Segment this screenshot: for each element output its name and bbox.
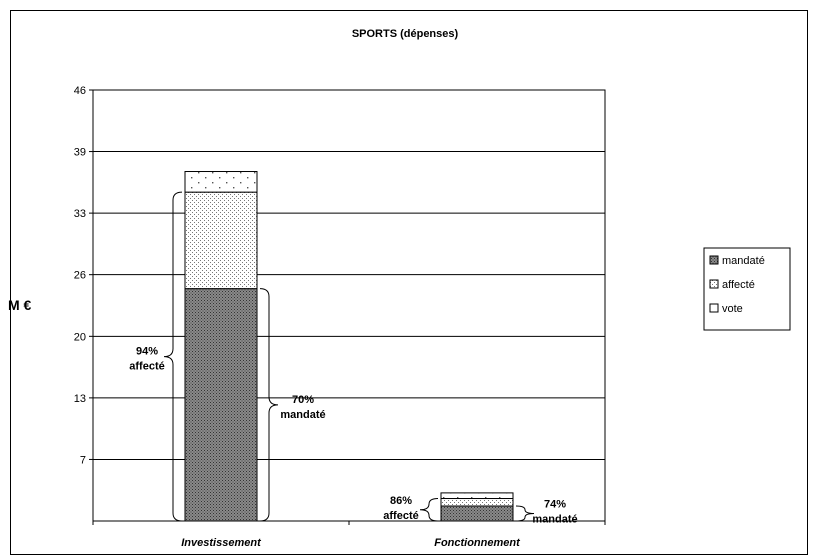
chart-frame xyxy=(10,10,808,555)
bar-segment-affecté xyxy=(440,498,514,507)
annotation-percent: 70% xyxy=(292,394,314,406)
x-tick-label: Fonctionnement xyxy=(434,537,521,549)
y-tick-label: 7 xyxy=(80,454,86,466)
annotation-brace xyxy=(515,505,535,522)
annotations: 94% affecté 70% mandaté 86% affecté 74% mandaté xyxy=(129,191,578,526)
bar-segment-affecté xyxy=(184,191,258,290)
chart-title: SPORTS (dépenses) xyxy=(352,28,459,40)
legend-label: vote xyxy=(722,303,743,315)
y-axis-label: M € xyxy=(8,297,32,313)
y-axis-ticks: 7 13 20 26 33 39 46 xyxy=(74,85,606,525)
plot-area xyxy=(92,89,606,522)
bars xyxy=(184,171,514,522)
y-tick-label: 26 xyxy=(74,270,86,282)
annotation-label: affecté xyxy=(383,510,418,522)
annotation-brace xyxy=(259,288,279,522)
y-tick-label: 33 xyxy=(74,208,86,220)
legend-label: mandaté xyxy=(722,255,765,267)
x-tick-label: Investissement xyxy=(181,537,262,549)
annotation-brace xyxy=(419,498,439,522)
annotation-percent: 74% xyxy=(544,499,566,511)
bar-segment-mandaté xyxy=(440,505,514,522)
annotation-label: mandaté xyxy=(532,514,577,526)
gridlines xyxy=(93,151,605,460)
legend: mandaté affecté vote xyxy=(703,247,791,331)
bar-segment-vote xyxy=(184,171,258,193)
annotation-brace xyxy=(163,191,183,522)
legend-swatch-mandaté xyxy=(709,255,719,265)
bar-segment-vote xyxy=(440,492,514,500)
x-axis-labels: Investissement Fonctionnement xyxy=(181,537,521,549)
annotation-label: mandaté xyxy=(280,409,325,421)
annotation-percent: 94% xyxy=(136,346,158,358)
bar-segment-mandaté xyxy=(184,288,258,522)
y-tick-label: 46 xyxy=(74,85,86,97)
y-tick-label: 20 xyxy=(74,331,86,343)
annotation-label: affecté xyxy=(129,361,164,373)
legend-label: affecté xyxy=(722,279,755,291)
annotation-percent: 86% xyxy=(390,495,412,507)
y-tick-label: 13 xyxy=(74,393,86,405)
y-tick-label: 39 xyxy=(74,147,86,159)
legend-swatch-vote xyxy=(709,303,719,313)
legend-swatch-affecté xyxy=(709,279,719,289)
